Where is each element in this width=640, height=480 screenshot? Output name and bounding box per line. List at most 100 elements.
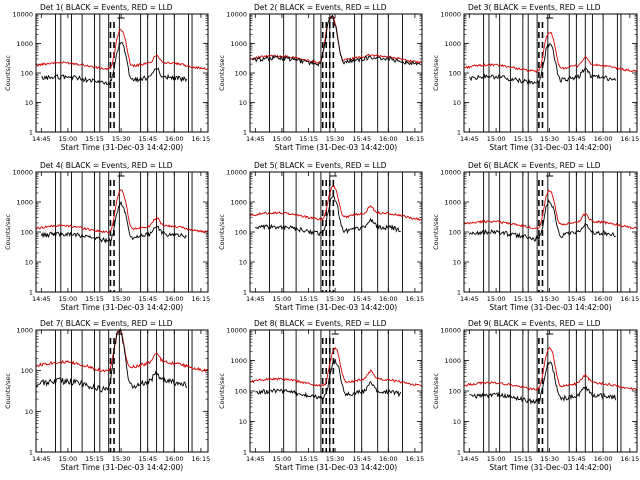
x-tick-label: 15:15 bbox=[513, 455, 532, 463]
x-tick-label: 14:45 bbox=[460, 135, 479, 143]
plot-frame bbox=[463, 329, 638, 453]
x-tick-label: 15:30 bbox=[326, 295, 345, 303]
series-events bbox=[254, 195, 401, 237]
x-tick-label: 15:30 bbox=[112, 455, 131, 463]
x-tick-label: 16:00 bbox=[594, 455, 613, 463]
y-tick-label: 10 bbox=[25, 99, 33, 107]
y-axis-label: Counts/sec bbox=[432, 373, 440, 409]
series-events bbox=[469, 360, 617, 405]
x-tick-label: 15:30 bbox=[540, 295, 559, 303]
x-tick-label: 15:00 bbox=[273, 295, 292, 303]
y-tick-label: 1 bbox=[243, 449, 247, 457]
plot-frame bbox=[249, 13, 423, 133]
series-lld bbox=[249, 15, 423, 64]
series-lld bbox=[249, 346, 423, 387]
y-tick-label: 100 bbox=[21, 70, 33, 78]
x-tick-label: 16:15 bbox=[406, 455, 425, 463]
panel-title: Det 3( BLACK = Events, RED = LLD bbox=[468, 3, 601, 12]
y-tick-label: 10 bbox=[453, 259, 461, 267]
x-tick-label: 15:30 bbox=[540, 135, 559, 143]
series-lld bbox=[36, 189, 209, 234]
panel-det-8: Det 8( BLACK = Events, RED = LLD Counts/s… bbox=[218, 319, 424, 472]
x-tick-label: 15:00 bbox=[59, 455, 78, 463]
series-events bbox=[468, 199, 616, 242]
x-tick-label: 14:45 bbox=[246, 295, 265, 303]
panel-title: Det 8( BLACK = Events, RED = LLD bbox=[254, 319, 387, 328]
x-tick-label: 15:15 bbox=[85, 135, 104, 143]
y-tick-label: 10000 bbox=[440, 169, 461, 177]
x-tick-label: 15:00 bbox=[59, 135, 78, 143]
y-axis-label: Counts/sec bbox=[4, 55, 12, 91]
x-tick-label: 16:00 bbox=[594, 295, 613, 303]
x-tick-label: 14:45 bbox=[246, 135, 265, 143]
y-tick-label: 10 bbox=[239, 99, 247, 107]
x-axis-label: Start Time (31-Dec-03 14:42:00) bbox=[61, 303, 183, 312]
series-lld bbox=[464, 32, 638, 74]
panel-title: Det 5( BLACK = Events, RED = LLD bbox=[254, 161, 387, 170]
x-axis-label: Start Time (31-Dec-03 14:42:00) bbox=[61, 143, 183, 152]
x-tick-label: 16:15 bbox=[406, 135, 425, 143]
panel-det-9: Det 9( BLACK = Events, RED = LLD Counts/s… bbox=[432, 319, 639, 472]
x-tick-label: 16:15 bbox=[406, 295, 425, 303]
x-tick-label: 14:45 bbox=[32, 295, 51, 303]
x-tick-label: 15:45 bbox=[352, 455, 371, 463]
y-tick-label: 10000 bbox=[12, 11, 33, 19]
plot-frame bbox=[249, 171, 423, 293]
y-tick-label: 10000 bbox=[12, 169, 33, 177]
y-axis-label: Counts/sec bbox=[432, 214, 440, 250]
series-events bbox=[35, 327, 188, 393]
x-tick-label: 15:15 bbox=[85, 455, 104, 463]
x-tick-label: 16:15 bbox=[192, 455, 211, 463]
x-tick-label: 15:00 bbox=[273, 455, 292, 463]
x-tick-label: 15:00 bbox=[487, 455, 506, 463]
y-tick-label: 100 bbox=[235, 70, 247, 78]
x-tick-label: 16:00 bbox=[379, 455, 398, 463]
x-tick-label: 15:45 bbox=[138, 295, 157, 303]
panel-det-5: Det 5( BLACK = Events, RED = LLD Counts/s… bbox=[218, 161, 424, 312]
panel-det-1: Det 1( BLACK = Events, RED = LLD Counts/s… bbox=[4, 3, 210, 152]
x-axis-label: Start Time (31-Dec-03 14:42:00) bbox=[275, 143, 397, 152]
x-tick-label: 15:15 bbox=[299, 135, 318, 143]
panel-title: Det 4( BLACK = Events, RED = LLD bbox=[40, 161, 173, 170]
y-tick-label: 100 bbox=[235, 388, 247, 396]
y-tick-label: 10000 bbox=[440, 11, 461, 19]
y-axis-label: Counts/sec bbox=[218, 214, 226, 250]
x-tick-label: 15:30 bbox=[326, 135, 345, 143]
x-tick-label: 16:00 bbox=[379, 135, 398, 143]
x-axis-label: Start Time (31-Dec-03 14:42:00) bbox=[275, 463, 397, 472]
series-events bbox=[255, 358, 402, 400]
y-tick-label: 1 bbox=[457, 449, 461, 457]
y-tick-label: 1 bbox=[29, 449, 33, 457]
x-tick-label: 16:15 bbox=[620, 455, 639, 463]
panel-title: Det 7( BLACK = Events, RED = LLD bbox=[40, 319, 173, 328]
x-tick-label: 14:45 bbox=[32, 455, 51, 463]
plot-frame bbox=[35, 13, 209, 133]
plot-frame bbox=[249, 329, 423, 453]
series-lld bbox=[463, 189, 638, 230]
x-tick-label: 16:15 bbox=[192, 295, 211, 303]
y-tick-label: 1000 bbox=[230, 40, 247, 48]
x-tick-label: 16:00 bbox=[165, 135, 184, 143]
panel-det-7: Det 7( BLACK = Events, RED = LLD Counts/s… bbox=[4, 319, 210, 472]
y-tick-label: 1 bbox=[457, 289, 461, 297]
y-tick-label: 100 bbox=[21, 367, 33, 375]
series-events bbox=[251, 14, 421, 67]
y-tick-label: 100 bbox=[235, 229, 247, 237]
x-tick-label: 15:45 bbox=[567, 295, 586, 303]
y-tick-label: 1 bbox=[243, 289, 247, 297]
y-tick-label: 1000 bbox=[444, 40, 461, 48]
x-tick-label: 16:00 bbox=[165, 455, 184, 463]
y-tick-label: 10000 bbox=[440, 327, 461, 335]
x-axis-label: Start Time (31-Dec-03 14:42:00) bbox=[489, 143, 611, 152]
x-tick-label: 14:45 bbox=[32, 135, 51, 143]
x-tick-label: 15:00 bbox=[487, 295, 506, 303]
y-tick-label: 1000 bbox=[16, 40, 33, 48]
y-tick-label: 1 bbox=[29, 129, 33, 137]
panel-det-6: Det 6( BLACK = Events, RED = LLD Counts/s… bbox=[432, 161, 639, 312]
y-tick-label: 10000 bbox=[226, 327, 247, 335]
x-tick-label: 15:15 bbox=[299, 455, 318, 463]
x-tick-label: 15:45 bbox=[567, 135, 586, 143]
y-tick-label: 1000 bbox=[16, 199, 33, 207]
y-tick-label: 10 bbox=[453, 418, 461, 426]
